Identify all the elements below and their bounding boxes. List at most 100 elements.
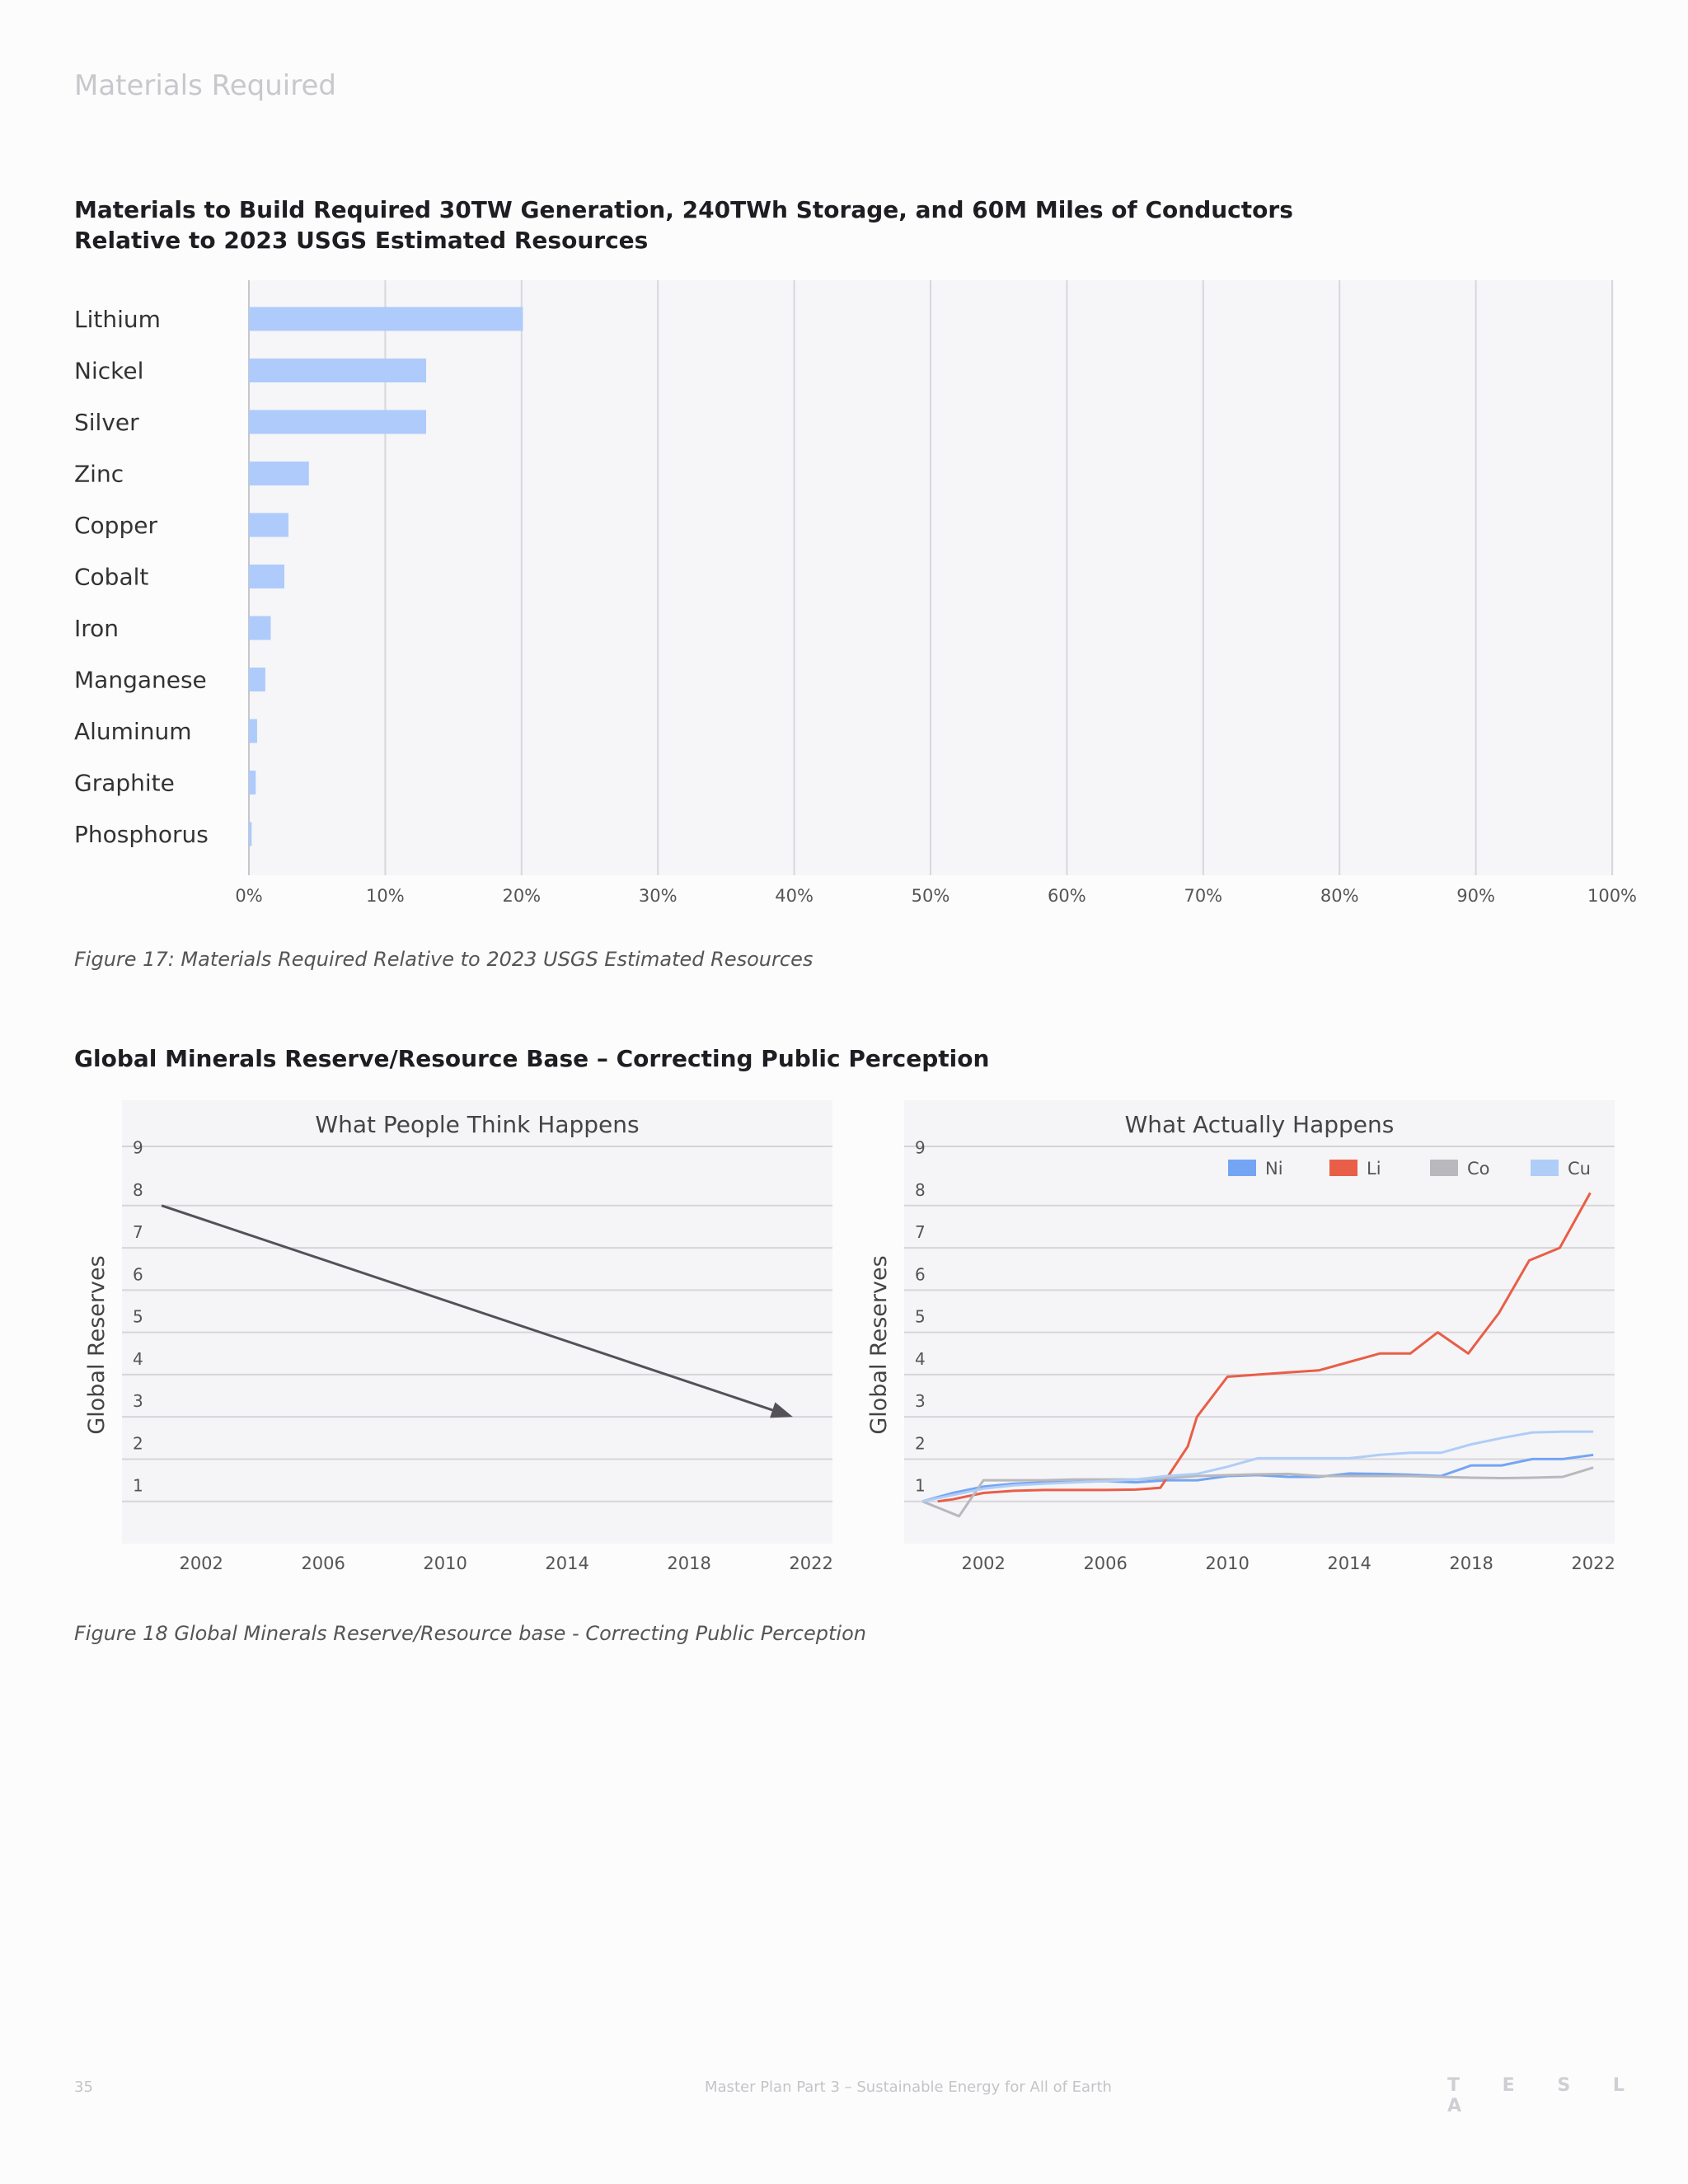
bar-x-tick-label: 90% bbox=[1456, 886, 1495, 906]
panel-x-tick-label: 2006 bbox=[1083, 1554, 1127, 1573]
bar-x-tick-label: 70% bbox=[1184, 886, 1222, 906]
panel-y-tick-label: 8 bbox=[915, 1180, 926, 1200]
bar-x-tick-label: 30% bbox=[639, 886, 678, 906]
bar-category-label: Nickel bbox=[74, 358, 143, 385]
fig18-title: Global Minerals Reserve/Resource Base – … bbox=[74, 1045, 990, 1072]
panel-y-tick-label: 7 bbox=[915, 1222, 926, 1242]
panel-y-tick-label: 5 bbox=[915, 1307, 926, 1327]
legend-swatch-cu bbox=[1531, 1160, 1559, 1176]
fig18-caption: Figure 18 Global Minerals Reserve/Resour… bbox=[74, 1622, 866, 1645]
bar-x-tick-labels: 0% 10% 20% 30% 40% 50% 60% 70% 80% 90% 100% bbox=[235, 886, 1637, 906]
panel-y-tick-label: 3 bbox=[915, 1391, 926, 1411]
panel-x-tick-label: 2010 bbox=[423, 1554, 467, 1573]
bar-aluminum bbox=[249, 719, 257, 743]
bar-category-label: Iron bbox=[74, 615, 119, 642]
panel-x-tick-label: 2022 bbox=[789, 1554, 832, 1573]
panel-y-tick-label: 9 bbox=[133, 1138, 143, 1158]
panel-y-tick-label: 1 bbox=[915, 1476, 926, 1496]
fig17-caption: Figure 17: Materials Required Relative t… bbox=[74, 948, 814, 971]
bar-category-label: Copper bbox=[74, 512, 157, 539]
panel-x-tick-label: 2010 bbox=[1205, 1554, 1249, 1573]
panel-x-tick-label: 2018 bbox=[667, 1554, 710, 1573]
bar-phosphorus bbox=[249, 822, 252, 846]
bar-category-label: Lithium bbox=[74, 306, 161, 333]
panel-y-tick-label: 4 bbox=[915, 1349, 926, 1369]
bar-copper bbox=[249, 513, 288, 537]
bar-x-tick-label: 100% bbox=[1587, 886, 1637, 906]
bar-x-tick-label: 80% bbox=[1320, 886, 1359, 906]
bar-x-tick-label: 10% bbox=[366, 886, 405, 906]
panel-y-tick-label: 6 bbox=[915, 1264, 926, 1284]
panel-y-tick-label: 7 bbox=[133, 1222, 143, 1242]
panel-y-tick-label: 9 bbox=[915, 1138, 926, 1158]
bar-series bbox=[249, 307, 523, 846]
bar-x-tick-label: 60% bbox=[1048, 886, 1086, 906]
panel-background bbox=[122, 1100, 832, 1544]
panel-y-tick-label: 8 bbox=[133, 1180, 143, 1200]
legend-label-co: Co bbox=[1467, 1159, 1490, 1179]
panel-x-tick-label: 2014 bbox=[545, 1554, 588, 1573]
panel-x-tick-label: 2018 bbox=[1449, 1554, 1493, 1573]
panel-y-tick-label: 2 bbox=[915, 1433, 926, 1453]
bar-manganese bbox=[249, 668, 265, 691]
bar-category-label: Cobalt bbox=[74, 564, 148, 591]
legend-swatch-li bbox=[1329, 1160, 1357, 1176]
bar-x-tick-label: 20% bbox=[502, 886, 541, 906]
tesla-wordmark: T E S L A bbox=[1447, 2075, 1643, 2116]
bar-category-label: Aluminum bbox=[74, 718, 192, 745]
bar-x-tick-label: 0% bbox=[235, 886, 262, 906]
legend-swatch-co bbox=[1430, 1160, 1458, 1176]
legend-swatch-ni bbox=[1228, 1160, 1256, 1176]
panel-y-axis-label: Global Reserves bbox=[84, 1255, 110, 1434]
bar-iron bbox=[249, 616, 271, 640]
bar-category-labels: Lithium Nickel Silver Zinc Copper Cobalt Iron M… bbox=[74, 306, 209, 848]
panel-background bbox=[904, 1100, 1615, 1544]
footer-document-title: Master Plan Part 3 – Sustainable Energy … bbox=[705, 2079, 1112, 2096]
fig17-title-line2: Relative to 2023 USGS Estimated Resource… bbox=[74, 227, 649, 254]
bar-lithium bbox=[249, 307, 523, 331]
panel-x-tick-label: 2006 bbox=[301, 1554, 345, 1573]
perception-arrow-line bbox=[161, 1204, 773, 1412]
panel-title: What People Think Happens bbox=[315, 1111, 639, 1138]
series-line-li bbox=[937, 1192, 1592, 1503]
panel-y-tick-label: 5 bbox=[133, 1307, 143, 1327]
bar-category-label: Manganese bbox=[74, 667, 207, 694]
panel-x-tick-label: 2002 bbox=[961, 1554, 1005, 1573]
panel-y-tick-label: 2 bbox=[133, 1433, 143, 1453]
bar-category-label: Graphite bbox=[74, 770, 175, 797]
panel-x-tick-label: 2002 bbox=[179, 1554, 223, 1573]
panel-y-tick-label: 1 bbox=[133, 1476, 143, 1496]
series-line-co bbox=[921, 1466, 1594, 1518]
materials-bar-chart: Lithium Nickel Silver Zinc Copper Cobalt Iron M… bbox=[74, 280, 1637, 906]
panel-y-tick-label: 6 bbox=[133, 1264, 143, 1284]
panel-what-people-think: What People Think Happens 1 2 3 4 5 6 7 8 9 2002 20… bbox=[84, 1100, 833, 1573]
bar-silver bbox=[249, 410, 427, 434]
legend-label-ni: Ni bbox=[1265, 1159, 1283, 1179]
panel-y-tick-label: 3 bbox=[133, 1391, 143, 1411]
bar-cobalt bbox=[249, 565, 285, 588]
legend-label-li: Li bbox=[1367, 1159, 1381, 1179]
panel-x-tick-label: 2022 bbox=[1571, 1554, 1615, 1573]
panel-y-tick-label: 4 bbox=[133, 1349, 143, 1369]
panel-x-tick-label: 2014 bbox=[1327, 1554, 1371, 1573]
panel-title: What Actually Happens bbox=[1125, 1111, 1395, 1138]
panel-y-axis-label: Global Reserves bbox=[866, 1255, 892, 1434]
fig17-title: Materials to Build Required 30TW Generat… bbox=[74, 194, 1293, 255]
page-number: 35 bbox=[74, 2079, 93, 2096]
reserves-line-charts: What People Think Happens 1 2 3 4 5 6 7 8 9 2002 20… bbox=[84, 1100, 1615, 1573]
bar-category-label: Silver bbox=[74, 409, 139, 436]
bar-nickel bbox=[249, 359, 427, 382]
series-line-cu bbox=[921, 1430, 1594, 1503]
bar-x-tick-label: 40% bbox=[775, 886, 814, 906]
panel-what-actually-happens: What Actually Happens 1 2 3 4 5 6 7 8 9 2002 2006 20… bbox=[866, 1100, 1615, 1573]
bar-x-tick-label: 50% bbox=[912, 886, 950, 906]
section-title: Materials Required bbox=[74, 69, 336, 102]
bar-graphite bbox=[249, 771, 256, 794]
fig17-title-line1: Materials to Build Required 30TW Generat… bbox=[74, 196, 1293, 223]
bar-zinc bbox=[249, 462, 309, 485]
legend-label-cu: Cu bbox=[1568, 1159, 1591, 1179]
perception-arrow-head bbox=[770, 1402, 793, 1418]
bar-category-label: Phosphorus bbox=[74, 821, 209, 848]
bar-gridlines bbox=[248, 280, 1613, 875]
bar-category-label: Zinc bbox=[74, 461, 124, 488]
